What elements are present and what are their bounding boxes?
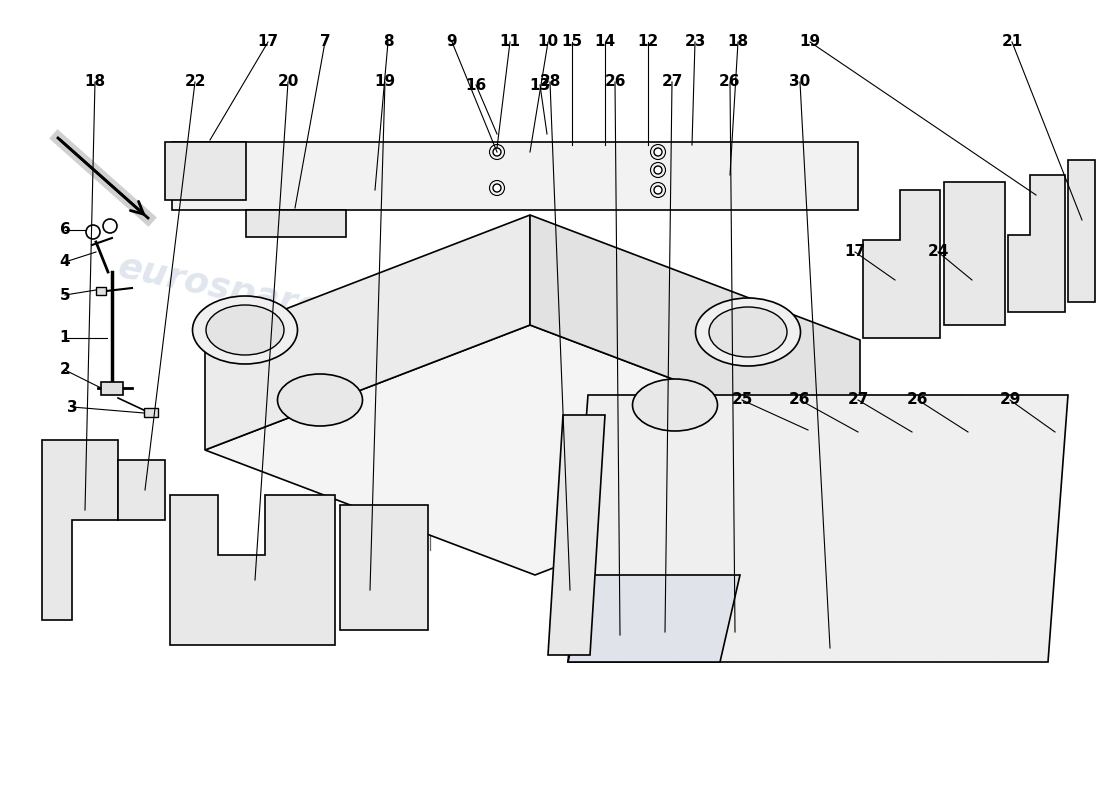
Text: 6: 6 [59, 222, 70, 238]
Text: 12: 12 [637, 34, 659, 50]
Text: 27: 27 [847, 393, 869, 407]
Text: 3: 3 [67, 399, 77, 414]
Text: 27: 27 [661, 74, 683, 90]
Polygon shape [530, 215, 860, 450]
Circle shape [654, 148, 662, 156]
Text: 9: 9 [447, 34, 458, 50]
Polygon shape [548, 415, 605, 655]
Text: 28: 28 [539, 74, 561, 90]
Polygon shape [42, 440, 118, 620]
Circle shape [654, 186, 662, 194]
FancyBboxPatch shape [144, 408, 158, 417]
Text: 19: 19 [800, 34, 821, 50]
Polygon shape [1068, 160, 1094, 302]
Text: 4: 4 [59, 254, 70, 270]
Circle shape [654, 166, 662, 174]
Text: 22: 22 [185, 74, 206, 90]
Text: 23: 23 [684, 34, 706, 50]
Text: 18: 18 [727, 34, 749, 50]
Polygon shape [246, 210, 346, 237]
Circle shape [493, 184, 500, 192]
Text: 15: 15 [561, 34, 583, 50]
Polygon shape [568, 395, 1068, 662]
Text: 17: 17 [257, 34, 278, 50]
Text: 7: 7 [320, 34, 330, 50]
Polygon shape [170, 495, 336, 645]
Polygon shape [864, 190, 940, 338]
Ellipse shape [192, 296, 297, 364]
Text: 26: 26 [790, 393, 811, 407]
Text: 16: 16 [465, 78, 486, 93]
Text: 21: 21 [1001, 34, 1023, 50]
Ellipse shape [632, 379, 717, 431]
Text: 8: 8 [383, 34, 394, 50]
Text: 5: 5 [59, 287, 70, 302]
Polygon shape [205, 215, 530, 450]
Text: 20: 20 [277, 74, 299, 90]
Text: eurospares: eurospares [114, 250, 345, 330]
Circle shape [493, 148, 500, 156]
Polygon shape [568, 575, 740, 662]
Text: 2: 2 [59, 362, 70, 378]
Polygon shape [944, 182, 1005, 325]
Text: 14: 14 [594, 34, 616, 50]
Circle shape [86, 225, 100, 239]
Text: 26: 26 [604, 74, 626, 90]
Polygon shape [165, 142, 246, 200]
Polygon shape [172, 142, 858, 210]
Text: eurospares: eurospares [585, 530, 815, 610]
Circle shape [103, 219, 117, 233]
Ellipse shape [710, 307, 786, 357]
Ellipse shape [277, 374, 363, 426]
Text: 19: 19 [374, 74, 396, 90]
Ellipse shape [206, 305, 284, 355]
Text: 26: 26 [719, 74, 740, 90]
Polygon shape [1008, 175, 1065, 312]
Text: 18: 18 [85, 74, 106, 90]
Polygon shape [205, 325, 860, 575]
Polygon shape [340, 505, 428, 630]
Polygon shape [118, 460, 165, 520]
Text: eurospares: eurospares [554, 250, 785, 330]
Text: 24: 24 [927, 245, 948, 259]
Text: 29: 29 [999, 393, 1021, 407]
FancyBboxPatch shape [96, 287, 106, 295]
Text: 30: 30 [790, 74, 811, 90]
Text: 10: 10 [538, 34, 559, 50]
Text: 11: 11 [499, 34, 520, 50]
FancyBboxPatch shape [101, 382, 123, 395]
Text: 1: 1 [59, 330, 70, 346]
Ellipse shape [695, 298, 801, 366]
Text: 25: 25 [732, 393, 752, 407]
Text: 13: 13 [529, 78, 551, 93]
Text: 26: 26 [908, 393, 928, 407]
Text: 17: 17 [845, 245, 866, 259]
